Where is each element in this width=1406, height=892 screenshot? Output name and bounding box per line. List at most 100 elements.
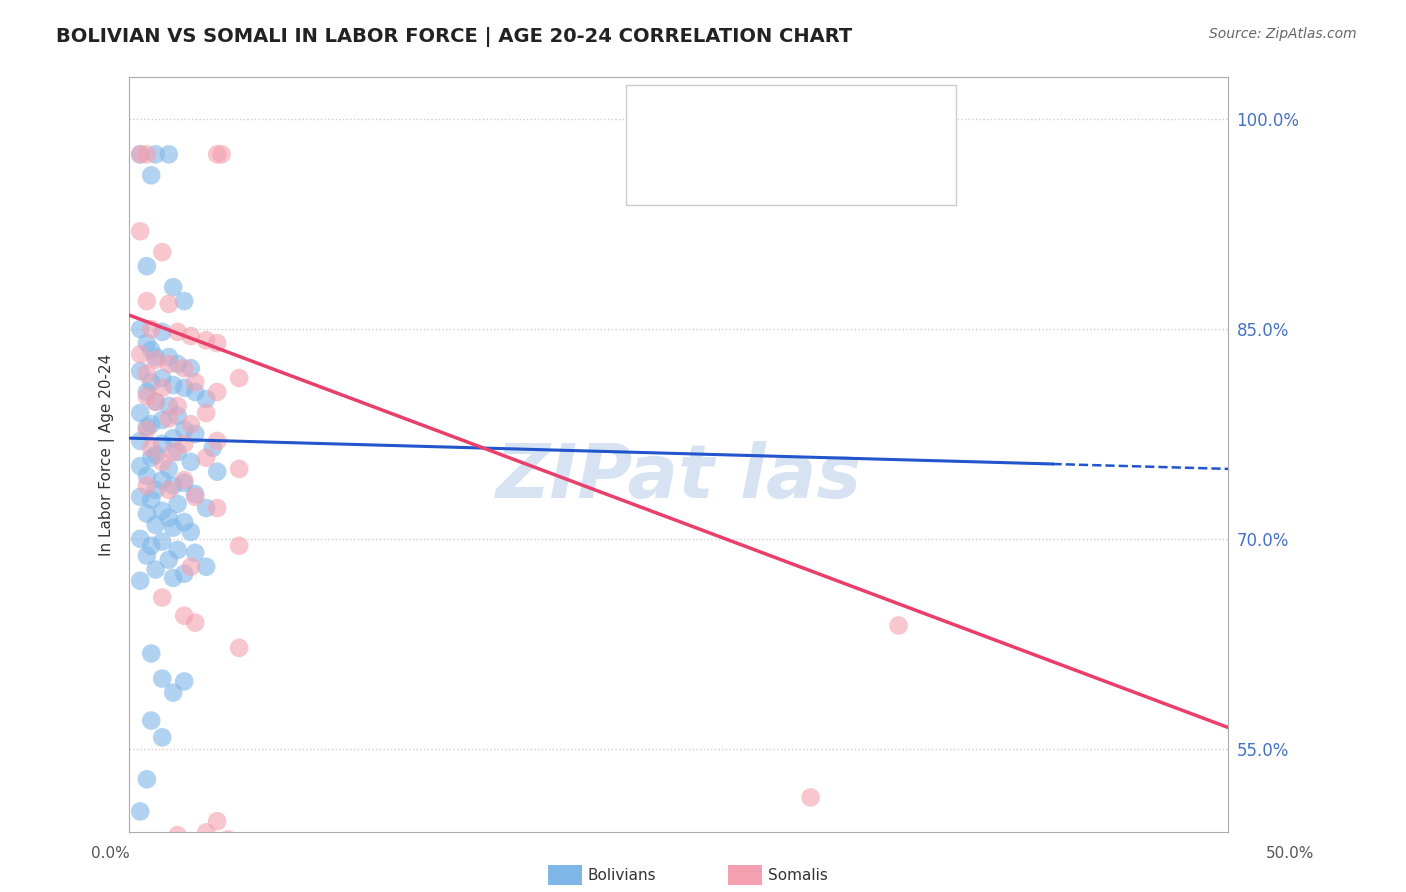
Point xyxy=(162,431,184,445)
Point xyxy=(211,147,233,161)
Point xyxy=(135,469,157,483)
Point xyxy=(205,147,228,161)
Point xyxy=(195,501,218,516)
Point xyxy=(141,539,163,553)
Point xyxy=(162,521,184,535)
Text: Source: ZipAtlas.com: Source: ZipAtlas.com xyxy=(1209,27,1357,41)
Point xyxy=(145,394,167,409)
Point xyxy=(201,441,224,455)
Point xyxy=(145,563,167,577)
Point xyxy=(195,450,218,465)
Point xyxy=(150,371,173,385)
Point xyxy=(135,384,157,399)
Point xyxy=(150,504,173,518)
Point xyxy=(173,361,195,376)
Point xyxy=(228,539,250,553)
Point xyxy=(145,483,167,497)
Point xyxy=(180,417,202,432)
Point xyxy=(141,450,163,465)
Point xyxy=(145,448,167,462)
Point xyxy=(205,465,228,479)
Point xyxy=(205,336,228,351)
Point xyxy=(129,364,152,378)
Point xyxy=(129,224,152,238)
Text: Somalis: Somalis xyxy=(768,868,828,882)
Point xyxy=(145,352,167,367)
Point xyxy=(129,322,152,336)
Point xyxy=(135,259,157,273)
Point xyxy=(157,350,180,364)
Point xyxy=(800,790,823,805)
Point xyxy=(150,672,173,686)
Point xyxy=(184,384,207,399)
Point xyxy=(166,325,188,339)
Point xyxy=(228,462,250,476)
Point xyxy=(135,336,157,351)
Text: 0.0%: 0.0% xyxy=(91,847,131,861)
Point xyxy=(150,731,173,745)
Point xyxy=(195,333,218,347)
Point xyxy=(157,462,180,476)
Point xyxy=(145,394,167,409)
Point xyxy=(195,559,218,574)
Text: BOLIVIAN VS SOMALI IN LABOR FORCE | AGE 20-24 CORRELATION CHART: BOLIVIAN VS SOMALI IN LABOR FORCE | AGE … xyxy=(56,27,852,46)
Point xyxy=(157,411,180,425)
Text: ZIPat las: ZIPat las xyxy=(496,441,862,514)
Point xyxy=(150,534,173,549)
Point xyxy=(135,389,157,403)
Point xyxy=(157,147,180,161)
Point xyxy=(150,455,173,469)
Point xyxy=(184,546,207,560)
Point xyxy=(157,553,180,567)
Point xyxy=(180,455,202,469)
Point xyxy=(141,322,163,336)
Point xyxy=(135,147,157,161)
Point xyxy=(228,371,250,385)
Point xyxy=(145,350,167,364)
Point xyxy=(184,487,207,501)
Point xyxy=(129,347,152,361)
Point xyxy=(129,434,152,448)
Point xyxy=(173,566,195,581)
Point xyxy=(135,420,157,434)
Point xyxy=(180,361,202,376)
Point xyxy=(135,549,157,563)
Point xyxy=(145,147,167,161)
Point xyxy=(205,814,228,829)
Point xyxy=(162,445,184,459)
Point xyxy=(205,384,228,399)
Point xyxy=(173,436,195,450)
Point xyxy=(173,294,195,309)
Point xyxy=(184,490,207,504)
Point xyxy=(129,406,152,420)
Point xyxy=(129,147,152,161)
Point xyxy=(141,417,163,432)
Point xyxy=(129,490,152,504)
Point xyxy=(150,591,173,605)
Point xyxy=(195,406,218,420)
Point xyxy=(173,608,195,623)
Point xyxy=(129,532,152,546)
Point xyxy=(150,413,173,427)
Point xyxy=(157,483,180,497)
Point xyxy=(173,381,195,395)
Point xyxy=(205,434,228,448)
Point xyxy=(166,543,188,558)
Point xyxy=(141,714,163,728)
Point xyxy=(135,772,157,787)
Point xyxy=(180,524,202,539)
Point xyxy=(166,357,188,371)
Point xyxy=(135,367,157,381)
Point xyxy=(141,375,163,389)
Point xyxy=(157,399,180,413)
Point xyxy=(135,423,157,437)
Point xyxy=(129,574,152,588)
Point xyxy=(166,409,188,423)
Point xyxy=(145,517,167,532)
Point xyxy=(228,640,250,655)
Point xyxy=(180,329,202,343)
Y-axis label: In Labor Force | Age 20-24: In Labor Force | Age 20-24 xyxy=(100,354,115,556)
Point xyxy=(184,615,207,630)
Point xyxy=(166,445,188,459)
Point xyxy=(162,685,184,699)
